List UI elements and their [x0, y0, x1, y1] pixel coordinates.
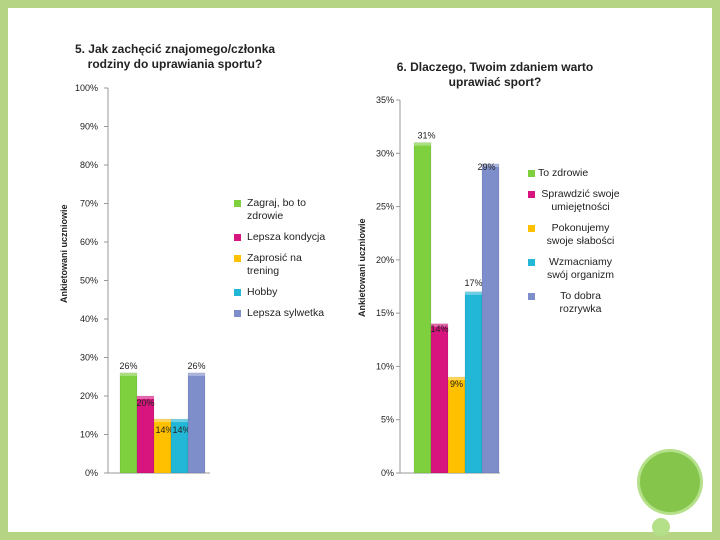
chart1-legend-label: Zagraj, bo to zdrowie [247, 197, 306, 222]
chart2-tick-label: 10% [376, 361, 394, 371]
chart2-data-label-1: 31% [417, 131, 435, 141]
chart1-legend-item-4: Hobby [234, 286, 334, 299]
chart2-legend-swatch [528, 170, 535, 177]
chart2-bar-2 [430, 323, 449, 474]
slide-frame-left [0, 0, 8, 540]
chart2-legend-label: Pokonujemy swoje słabości [546, 222, 615, 247]
chart2-legend-item-4: Wzmacniamy swój organizm [528, 256, 623, 282]
chart2-legend-swatch [528, 293, 535, 300]
chart1-tick-label: 60% [80, 237, 98, 247]
chart1-legend-swatch [234, 255, 241, 262]
chart2-legend-item-3: Pokonujemy swoje słabości [528, 222, 623, 248]
chart1-legend-swatch [234, 310, 241, 317]
chart2-legend-swatch [528, 191, 535, 198]
chart1-legend-swatch [234, 200, 241, 207]
chart2-bar-highlight [448, 377, 465, 381]
chart1-legend-label: Zaprosić na trening [247, 252, 302, 277]
chart1-tick-label: 30% [80, 353, 98, 363]
chart2-legend-item-5: To dobra rozrywka [528, 290, 623, 316]
chart1-legend-swatch [234, 234, 241, 241]
chart2-legend-swatch [528, 259, 535, 266]
decorative-circle-large [640, 452, 700, 512]
chart1-tick-label: 70% [80, 199, 98, 209]
chart2-data-label-3: 9% [450, 379, 463, 389]
chart1-tick-label: 40% [80, 314, 98, 324]
chart2-bar-1 [413, 142, 432, 474]
chart1-bar-1 [119, 372, 138, 474]
chart2-bar-4 [464, 291, 483, 474]
chart1-legend-label: Lepsza sylwetka [247, 307, 325, 319]
chart2-tick-label: 30% [376, 148, 394, 158]
chart2-bar-highlight [414, 142, 431, 146]
chart1-data-label-4: 14% [172, 425, 190, 435]
decorative-circle-small [652, 518, 670, 536]
chart1-tick-label: 0% [85, 468, 98, 478]
chart2-tick-label: 0% [381, 468, 394, 478]
chart2-bar-3 [447, 376, 466, 474]
slide-frame-bottom [0, 532, 720, 540]
chart2-data-label-4: 17% [464, 278, 482, 288]
chart2-tick-label: 5% [381, 415, 394, 425]
chart1-bar-5 [187, 372, 206, 474]
chart2-legend-item-2: Sprawdzić swoje umiejętności [528, 188, 623, 214]
chart2-bar-highlight [431, 323, 448, 327]
chart2-tick-label: 15% [376, 308, 394, 318]
chart1-tick-label: 20% [80, 391, 98, 401]
chart2-bar-highlight [465, 291, 482, 295]
chart2-legend-swatch [528, 225, 535, 232]
chart1-bar-highlight [154, 419, 171, 423]
chart1-bar-highlight [120, 372, 137, 376]
chart1-legend-item-1: Zagraj, bo to zdrowie [234, 197, 334, 223]
chart2-tick-label: 35% [376, 95, 394, 105]
chart2-tick-label: 25% [376, 202, 394, 212]
chart2-legend-label: To zdrowie [538, 167, 589, 179]
chart2-legend: To zdrowie Sprawdzić swoje umiejętności Po… [528, 167, 623, 324]
chart1-legend-label: Lepsza kondycja [247, 231, 326, 243]
chart2-bar-highlight [482, 163, 499, 167]
slide-frame-top [0, 0, 720, 8]
chart2-bar-5 [481, 163, 500, 474]
chart1-bar-highlight [188, 372, 205, 376]
chart1-legend: Zagraj, bo to zdrowie Lepsza kondycja Zapr… [234, 197, 334, 328]
chart2-legend-label: To dobra rozrywka [559, 290, 602, 315]
chart2-tick-label: 20% [376, 255, 394, 265]
chart1-data-label-3: 14% [155, 425, 173, 435]
chart1-legend-item-3: Zaprosić na trening [234, 252, 334, 278]
chart1-legend-item-5: Lepsza sylwetka [234, 307, 334, 320]
chart1-bar-highlight [171, 419, 188, 423]
chart1-data-label-2: 20% [136, 398, 154, 408]
chart1-title: 5. Jak zachęcić znajomego/członka rodzin… [74, 42, 276, 71]
chart1-legend-swatch [234, 289, 241, 296]
chart1-tick-label: 90% [80, 122, 98, 132]
chart1-tick-label: 50% [80, 276, 98, 286]
chart1-bar-highlight [137, 396, 154, 399]
slide-frame-right [712, 0, 720, 540]
chart2-title: 6. Dlaczego, Twoim zdaniem warto uprawia… [396, 60, 594, 89]
chart1-data-label-1: 26% [119, 361, 137, 371]
chart1-tick-label: 10% [80, 430, 98, 440]
chart1-tick-label: 80% [80, 160, 98, 170]
chart2-data-label-5: 29% [477, 162, 495, 172]
chart1-tick-label: 100% [75, 83, 98, 93]
chart1-legend-item-2: Lepsza kondycja [234, 231, 334, 244]
chart1-data-label-5: 26% [187, 361, 205, 371]
chart2-legend-label: Wzmacniamy swój organizm [546, 256, 615, 281]
chart2-data-label-2: 14% [430, 324, 448, 334]
chart2-legend-item-1: To zdrowie [528, 167, 623, 180]
chart2-legend-label: Sprawdzić swoje umiejętności [541, 188, 620, 213]
chart1-legend-label: Hobby [247, 286, 278, 298]
